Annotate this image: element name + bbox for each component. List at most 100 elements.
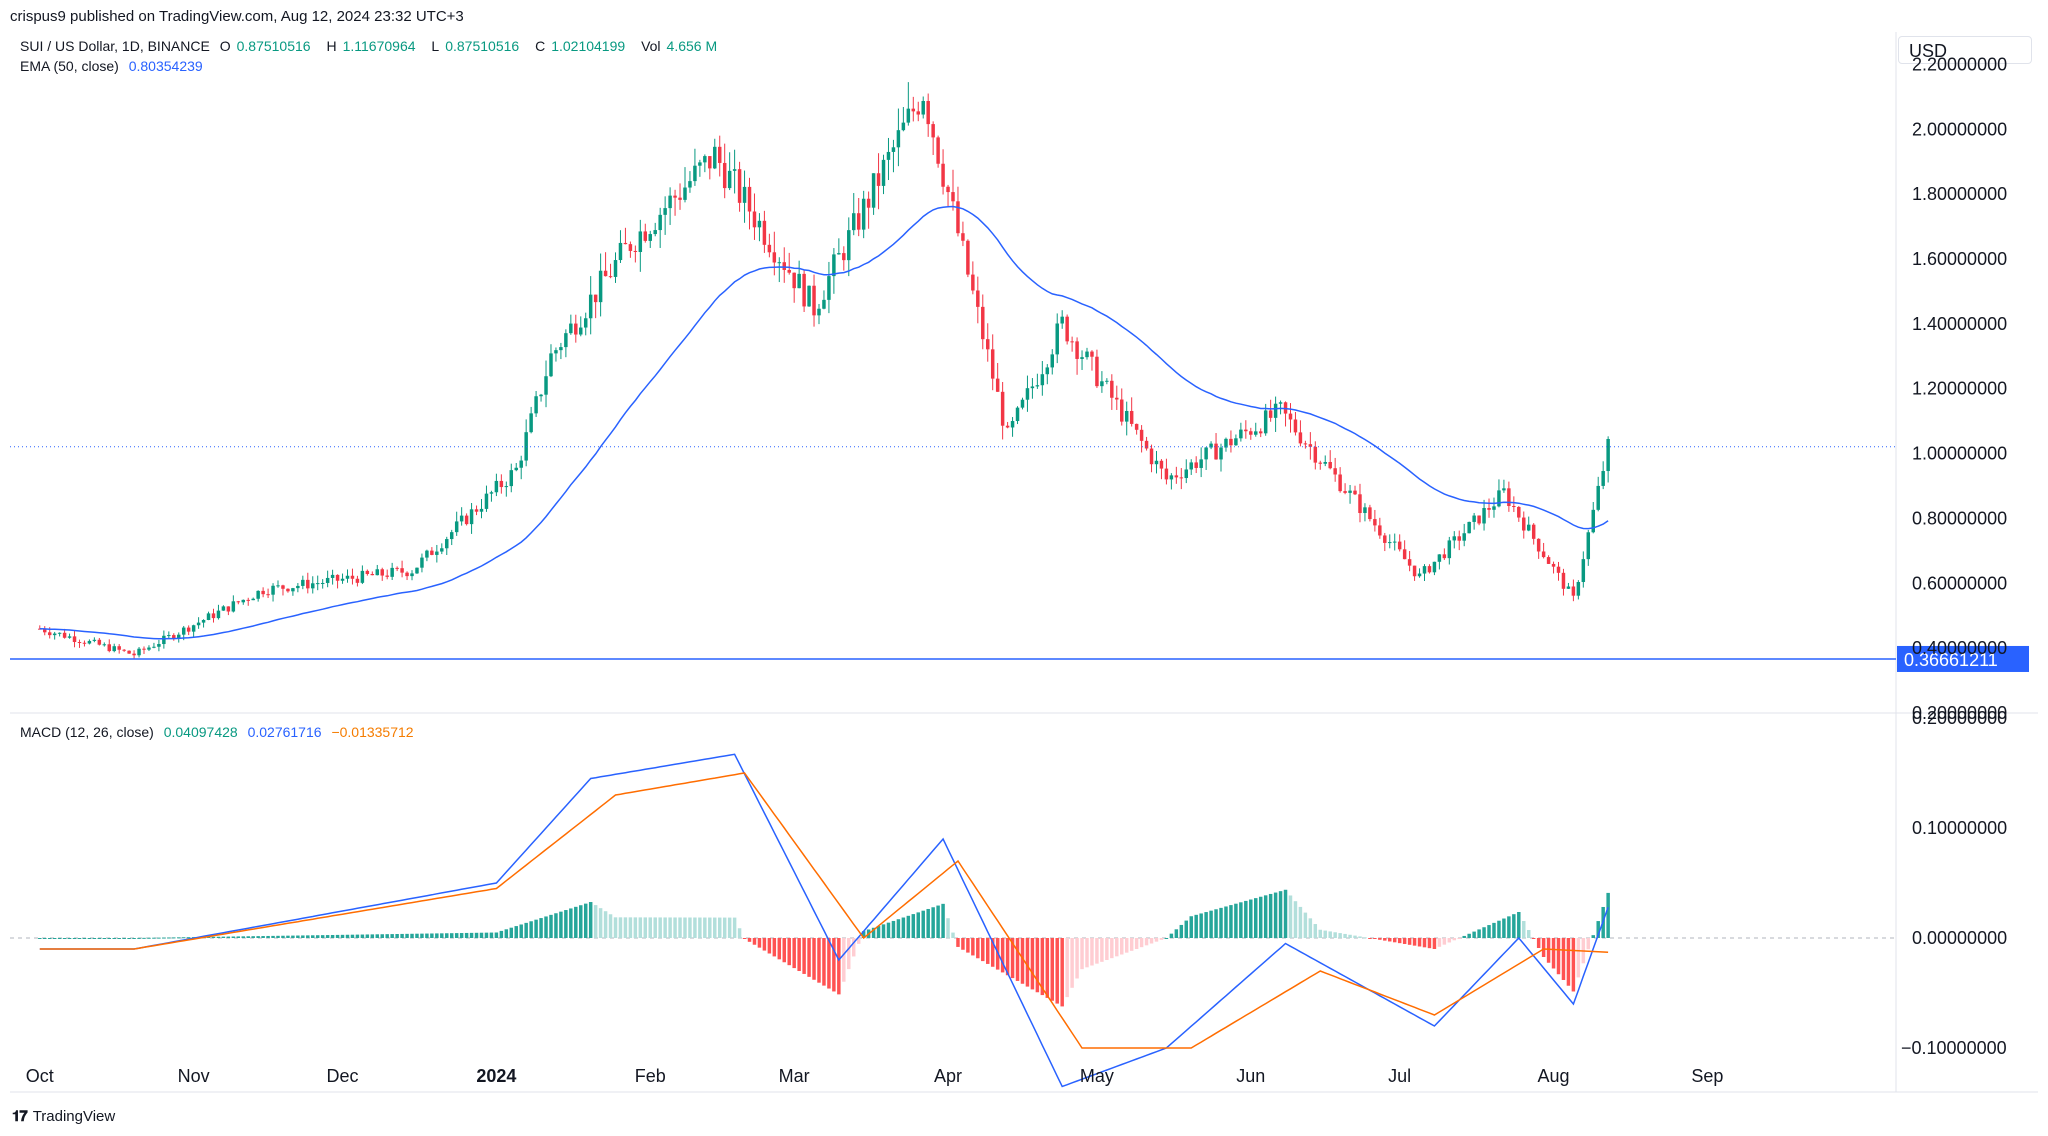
- histogram-bar: [817, 938, 821, 983]
- histogram-bar: [1085, 938, 1089, 968]
- candle-body: [544, 376, 548, 395]
- candle: [1254, 422, 1258, 437]
- candle: [1522, 511, 1526, 539]
- candle-body: [1179, 477, 1184, 479]
- symbol-title[interactable]: SUI / US Dollar, 1D, BINANCE: [20, 38, 210, 54]
- histogram-bar: [410, 933, 414, 938]
- histogram-bar: [72, 938, 77, 939]
- histogram-bar: [469, 932, 474, 938]
- histogram-bar: [668, 917, 672, 938]
- candle-body: [296, 585, 300, 589]
- time-tick-label: May: [1080, 1066, 1114, 1086]
- candle: [405, 571, 409, 581]
- candle-body: [782, 262, 786, 270]
- candle: [916, 101, 920, 122]
- candle-body: [856, 213, 861, 230]
- candle-body: [777, 262, 782, 264]
- candle-body: [737, 169, 742, 203]
- candle-body: [57, 632, 62, 634]
- candle: [643, 223, 648, 243]
- candle-body: [271, 585, 275, 595]
- currency-selector[interactable]: USD: [1898, 36, 2032, 64]
- histogram-bar: [112, 938, 116, 939]
- histogram-bar: [509, 927, 514, 938]
- histogram-bar: [782, 938, 786, 963]
- candle-body: [1556, 566, 1561, 573]
- histogram-bar: [474, 932, 479, 938]
- candle-body: [1392, 541, 1397, 543]
- histogram-bar: [861, 931, 866, 938]
- candle-body: [1105, 380, 1109, 382]
- candle-body: [911, 108, 916, 112]
- histogram-bar: [683, 917, 687, 938]
- time-tick-label: 2024: [476, 1066, 516, 1086]
- candle: [817, 303, 821, 325]
- candle-body: [43, 628, 47, 633]
- candle: [1164, 458, 1169, 485]
- candle: [241, 599, 246, 605]
- candle-body: [1154, 460, 1159, 465]
- candle-body: [1000, 391, 1005, 426]
- histogram-bar: [1273, 892, 1278, 938]
- histogram-bar: [936, 905, 940, 938]
- candle: [355, 575, 360, 587]
- candle-body: [435, 551, 439, 555]
- candle: [107, 639, 112, 653]
- candle: [499, 474, 504, 494]
- candle-body: [370, 574, 375, 576]
- candle-body: [713, 146, 717, 169]
- candle: [966, 239, 970, 278]
- candle: [1507, 481, 1511, 512]
- candle: [564, 329, 568, 358]
- candle-body: [122, 649, 126, 651]
- histogram-bar: [102, 938, 107, 939]
- candle-body: [1268, 410, 1273, 418]
- candle-body: [1517, 506, 1521, 518]
- macd-legend: MACD (12, 26, close) 0.04097428 0.027617…: [20, 724, 420, 740]
- footer-brand[interactable]: TradingView: [32, 1108, 116, 1125]
- candle: [306, 572, 310, 594]
- histogram-bar: [1566, 938, 1571, 986]
- histogram-bar: [752, 938, 757, 945]
- histogram-bar: [1551, 938, 1556, 969]
- candle-body: [1561, 572, 1566, 589]
- candle: [693, 148, 697, 186]
- histogram-bar: [1487, 925, 1491, 938]
- candle-body: [1358, 494, 1362, 514]
- price-tick-label: 1.00000000: [1912, 444, 2007, 464]
- tradingview-logo-icon[interactable]: 𝟏𝟕: [12, 1108, 28, 1125]
- candle: [296, 583, 300, 593]
- candle: [990, 334, 995, 391]
- candle: [504, 481, 509, 497]
- histogram-bar: [1154, 938, 1159, 942]
- candle-body: [440, 548, 444, 552]
- candle-body: [1586, 532, 1591, 560]
- candle: [320, 579, 325, 589]
- histogram-bar: [1378, 938, 1382, 940]
- ohlc-low: 0.87510516: [445, 38, 520, 54]
- candle-body: [1184, 469, 1189, 479]
- candle-body: [1343, 491, 1347, 493]
- histogram-bar: [405, 933, 409, 938]
- candle: [261, 587, 265, 598]
- macd-title[interactable]: MACD (12, 26, close): [20, 724, 154, 740]
- histogram-bar: [360, 934, 365, 938]
- candle-body: [638, 231, 643, 253]
- candle: [747, 177, 752, 230]
- candle-body: [246, 599, 250, 601]
- candle-body: [1005, 425, 1010, 428]
- candle: [1606, 436, 1610, 483]
- candle-body: [360, 570, 365, 583]
- candle: [603, 252, 608, 277]
- histogram-bar: [400, 933, 404, 938]
- ema-title[interactable]: EMA (50, close): [20, 58, 119, 74]
- histogram-bar: [435, 933, 439, 938]
- histogram-bar: [727, 917, 732, 938]
- histogram-bar: [1343, 933, 1347, 938]
- candle: [1437, 554, 1442, 570]
- candle-body: [732, 169, 737, 171]
- candle: [435, 544, 439, 563]
- histogram-bar: [1482, 927, 1486, 938]
- candle-body: [891, 147, 896, 152]
